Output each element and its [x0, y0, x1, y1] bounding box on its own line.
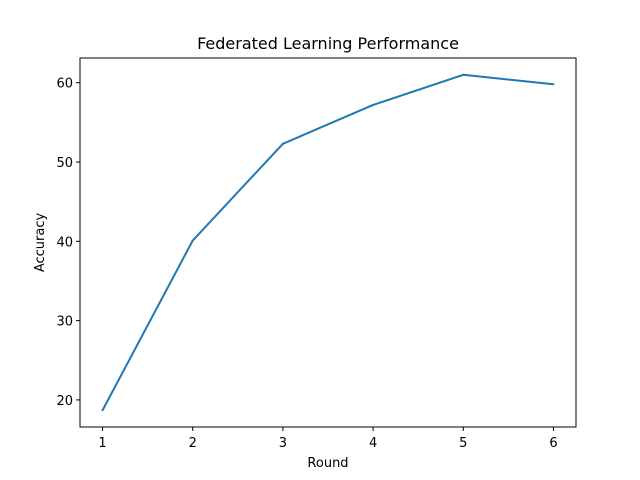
x-tick-label: 6 [549, 436, 557, 451]
x-axis-label: Round [307, 456, 348, 471]
data-point [462, 73, 465, 76]
y-axis-label: Accuracy [33, 213, 48, 273]
x-tick-label: 1 [98, 436, 106, 451]
series-line [101, 73, 554, 411]
data-point [191, 239, 194, 242]
y-tick-label: 40 [56, 235, 73, 250]
x-tick-label: 5 [459, 436, 467, 451]
data-point [552, 83, 555, 86]
chart-title: Federated Learning Performance [197, 34, 459, 53]
x-tick-label: 3 [279, 436, 287, 451]
series-group [101, 73, 555, 412]
y-tick-label: 60 [56, 77, 73, 92]
plot-area-frame [79, 57, 577, 428]
x-axis: 1 2 3 4 5 6 [98, 427, 558, 451]
y-tick-label: 30 [56, 315, 73, 330]
y-tick-label: 50 [56, 156, 73, 171]
data-point [372, 103, 375, 106]
x-tick-label: 4 [369, 436, 377, 451]
y-tick-label: 20 [56, 394, 73, 409]
x-tick-label: 2 [189, 436, 197, 451]
data-point [101, 409, 104, 412]
data-point [281, 142, 284, 145]
y-axis: 20 30 40 50 60 [56, 77, 80, 409]
